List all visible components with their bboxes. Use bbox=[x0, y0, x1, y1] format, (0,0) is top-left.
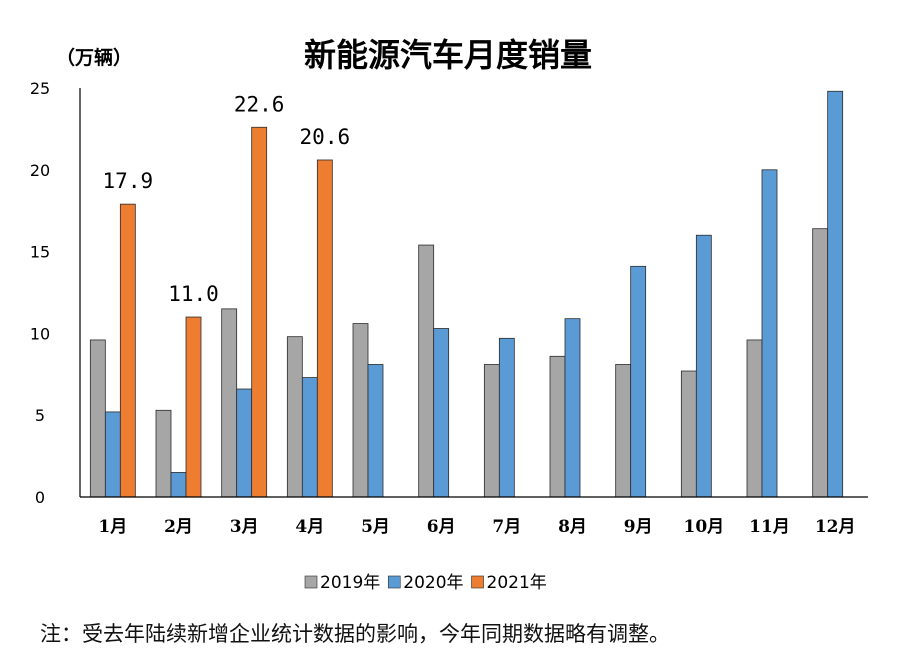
bar-2020年-3月 bbox=[236, 388, 253, 498]
bar-2019年-4月 bbox=[286, 336, 303, 498]
bar-2019年-5月 bbox=[352, 323, 369, 498]
data-label: 22.6 bbox=[234, 92, 285, 116]
y-axis-ticks: 0 5 10 15 20 25 bbox=[30, 79, 50, 507]
y-tick-label: 0 bbox=[35, 488, 45, 507]
bar-2020年-12月 bbox=[827, 90, 844, 498]
chart-title: 新能源汽车月度销量 bbox=[304, 36, 592, 74]
bar-2020年-9月 bbox=[630, 265, 647, 498]
x-tick-label: 6月 bbox=[427, 517, 456, 537]
footnote: 注：受去年陆续新增企业统计数据的影响，今年同期数据略有调整。 bbox=[40, 622, 670, 646]
bar-2020年-5月 bbox=[367, 364, 384, 498]
x-tick-label: 11月 bbox=[749, 517, 790, 537]
x-tick-label: 2月 bbox=[164, 517, 193, 537]
bar-2020年-6月 bbox=[433, 328, 450, 498]
x-tick-label: 1月 bbox=[98, 517, 127, 537]
x-tick-label: 3月 bbox=[230, 517, 259, 537]
legend-swatch bbox=[387, 575, 401, 589]
bar-2021年-3月 bbox=[251, 126, 268, 498]
bar-2020年-1月 bbox=[104, 411, 121, 498]
bar-2019年-12月 bbox=[812, 228, 829, 498]
x-tick-label: 10月 bbox=[683, 517, 724, 537]
bar-2021年-2月 bbox=[185, 316, 202, 498]
bar-2019年-10月 bbox=[680, 370, 697, 498]
legend-swatch bbox=[471, 575, 484, 589]
data-label: 11.0 bbox=[168, 282, 219, 306]
bar-2021年-4月 bbox=[316, 159, 333, 498]
data-label: 20.6 bbox=[300, 125, 351, 149]
bar-2020年-10月 bbox=[695, 234, 712, 498]
x-tick-label: 7月 bbox=[492, 517, 521, 537]
legend: 2019年 2020年 2021年 bbox=[304, 573, 547, 593]
y-axis-unit-label: （万辆） bbox=[56, 46, 132, 69]
y-tick-label: 25 bbox=[30, 79, 50, 98]
y-tick-label: 10 bbox=[30, 324, 50, 343]
y-tick-label: 20 bbox=[30, 161, 50, 180]
bar-2020年-8月 bbox=[564, 318, 581, 498]
legend-label: 2020年 bbox=[403, 573, 463, 593]
bar-2019年-9月 bbox=[615, 364, 632, 498]
bar-2019年-3月 bbox=[221, 308, 238, 498]
legend-label: 2019年 bbox=[320, 573, 380, 593]
bars bbox=[89, 90, 844, 498]
bar-2019年-6月 bbox=[418, 244, 435, 498]
bar-2019年-8月 bbox=[549, 355, 566, 498]
bar-2019年-11月 bbox=[746, 339, 763, 498]
bar-2019年-1月 bbox=[89, 339, 106, 498]
x-tick-label: 12月 bbox=[815, 517, 856, 537]
x-tick-label: 4月 bbox=[295, 517, 324, 537]
x-tick-label: 9月 bbox=[624, 517, 653, 537]
x-tick-label: 5月 bbox=[361, 517, 390, 537]
legend-swatch bbox=[304, 575, 318, 589]
bar-2019年-2月 bbox=[155, 409, 172, 498]
bar-2021年-1月 bbox=[119, 203, 136, 498]
bar-2020年-4月 bbox=[301, 377, 318, 498]
bar-2019年-7月 bbox=[483, 364, 500, 498]
data-label: 17.9 bbox=[103, 169, 154, 193]
bar-2020年-11月 bbox=[761, 169, 778, 498]
legend-label: 2021年 bbox=[487, 573, 547, 593]
y-tick-label: 15 bbox=[30, 243, 50, 262]
x-axis-ticks: 1月 2月 3月 4月 5月 6月 7月 8月 9月 10月 11月 12月 bbox=[98, 517, 855, 537]
bar-2020年-2月 bbox=[170, 472, 187, 498]
bar-2020年-7月 bbox=[498, 337, 515, 498]
y-tick-label: 5 bbox=[35, 406, 45, 425]
x-tick-label: 8月 bbox=[558, 517, 587, 537]
data-labels: 17.9 11.0 22.6 20.6 bbox=[103, 92, 351, 306]
